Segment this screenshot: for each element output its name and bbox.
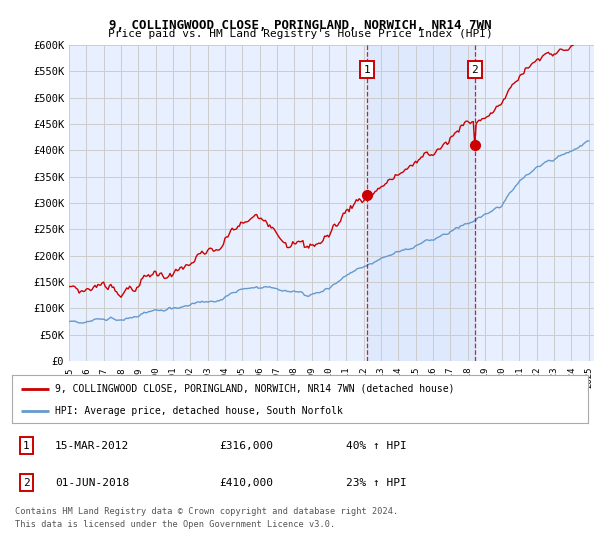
Text: 15-MAR-2012: 15-MAR-2012: [55, 441, 130, 451]
Text: HPI: Average price, detached house, South Norfolk: HPI: Average price, detached house, Sout…: [55, 406, 343, 416]
Text: 40% ↑ HPI: 40% ↑ HPI: [346, 441, 407, 451]
Text: Price paid vs. HM Land Registry's House Price Index (HPI): Price paid vs. HM Land Registry's House …: [107, 29, 493, 39]
Text: 1: 1: [364, 64, 371, 74]
Text: 2: 2: [472, 64, 478, 74]
Text: £410,000: £410,000: [220, 478, 274, 488]
Text: 9, COLLINGWOOD CLOSE, PORINGLAND, NORWICH, NR14 7WN (detached house): 9, COLLINGWOOD CLOSE, PORINGLAND, NORWIC…: [55, 384, 455, 394]
Text: £316,000: £316,000: [220, 441, 274, 451]
Text: 2: 2: [23, 478, 30, 488]
Text: 23% ↑ HPI: 23% ↑ HPI: [346, 478, 407, 488]
Bar: [367, 45, 475, 361]
Text: 01-JUN-2018: 01-JUN-2018: [55, 478, 130, 488]
Text: 9, COLLINGWOOD CLOSE, PORINGLAND, NORWICH, NR14 7WN: 9, COLLINGWOOD CLOSE, PORINGLAND, NORWIC…: [109, 19, 491, 32]
Text: 1: 1: [23, 441, 30, 451]
Text: This data is licensed under the Open Government Licence v3.0.: This data is licensed under the Open Gov…: [15, 520, 335, 529]
Text: Contains HM Land Registry data © Crown copyright and database right 2024.: Contains HM Land Registry data © Crown c…: [15, 507, 398, 516]
